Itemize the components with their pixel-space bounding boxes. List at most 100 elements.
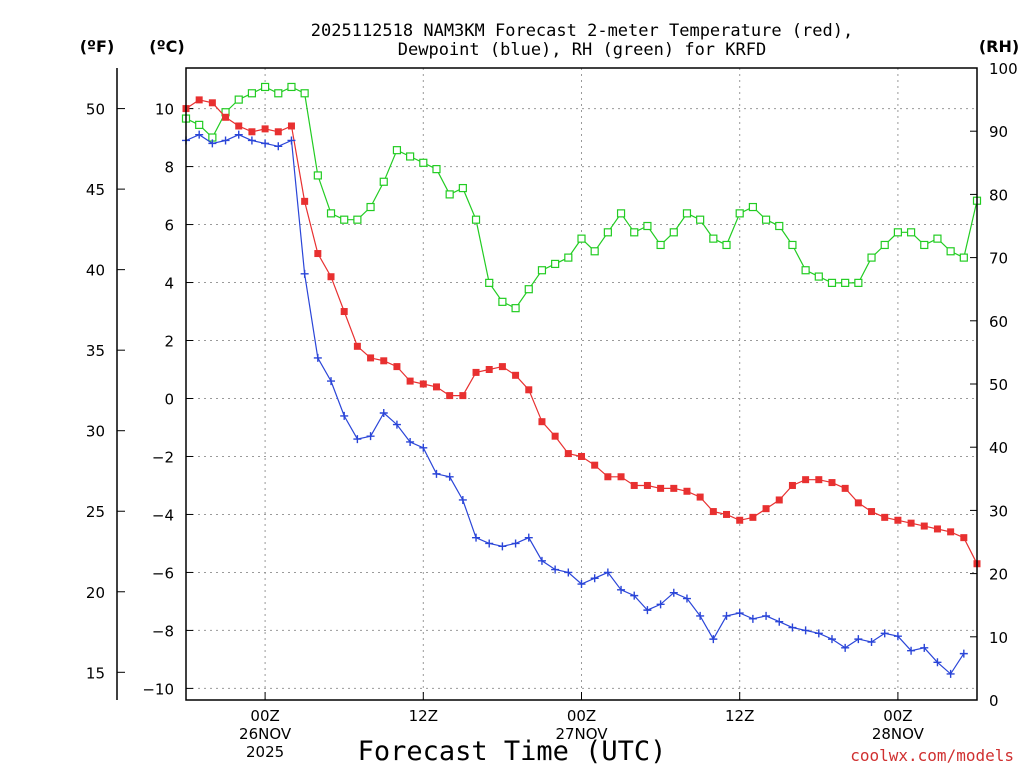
temperature-point	[696, 493, 704, 501]
rh-point	[814, 272, 823, 281]
time-tick-label: 00Z	[883, 707, 912, 725]
temperature-point	[261, 125, 269, 133]
temperature-point	[894, 516, 902, 524]
temperature-point	[485, 366, 493, 374]
series-1	[182, 130, 968, 678]
dewpoint-point	[353, 435, 362, 444]
x-axis-label: Forecast Time (UTC)	[358, 736, 667, 767]
series-2	[181, 82, 982, 313]
temperature-point	[670, 484, 678, 492]
dewpoint-point	[221, 136, 230, 145]
dewpoint-point	[537, 556, 546, 565]
rh-point	[656, 240, 665, 250]
temperature-point	[432, 383, 440, 391]
fahrenheit-tick-label: 45	[86, 181, 105, 199]
dewpoint-point	[379, 408, 388, 417]
rh-point	[827, 278, 837, 287]
dewpoint-point	[788, 623, 797, 632]
celsius-tick-label: 4	[164, 275, 174, 293]
rh-point	[630, 228, 639, 237]
temperature-point	[815, 476, 823, 484]
dewpoint-point	[498, 542, 507, 551]
rh-point	[669, 228, 678, 237]
dewpoint-point	[907, 646, 916, 655]
dewpoint-point	[827, 635, 836, 644]
temperature-point	[933, 525, 941, 533]
rh-point	[933, 234, 942, 243]
data-series	[181, 82, 982, 678]
temperature-point	[340, 308, 348, 316]
temperature-point	[551, 432, 559, 440]
dewpoint-point	[656, 600, 665, 609]
rh-tick-label: 0	[989, 692, 999, 710]
temperature-point	[881, 513, 889, 521]
time-tick-label: 2025	[246, 743, 284, 761]
temperature-point	[723, 510, 731, 518]
temperature-point	[327, 273, 335, 281]
dewpoint-point	[762, 611, 771, 620]
dewpoint-point	[392, 420, 401, 429]
fahrenheit-axis: 15 20 25 30 35 40 45 50	[86, 68, 125, 700]
dewpoint-point	[709, 635, 718, 644]
rh-point	[748, 202, 757, 212]
dewpoint-point	[247, 136, 256, 145]
dewpoint-point	[880, 629, 889, 638]
rh-point	[366, 202, 375, 212]
temperature-point	[604, 473, 612, 481]
celsius-tick-label: −4	[152, 506, 174, 524]
rh-point	[353, 215, 362, 224]
temperature-point	[788, 481, 796, 489]
rh-point	[696, 215, 705, 224]
credit-label: coolwx.com/models	[850, 746, 1014, 765]
celsius-tick-label: 8	[164, 159, 174, 177]
temperature-point	[841, 484, 849, 492]
dewpoint-point	[603, 568, 612, 577]
fahrenheit-tick-label: 15	[86, 664, 105, 682]
rh-point	[590, 247, 599, 256]
dewpoint-point	[577, 580, 586, 589]
dewpoint-point	[300, 269, 309, 278]
dewpoint-point	[841, 643, 850, 652]
rh-point	[406, 152, 415, 161]
temperature-point	[538, 418, 546, 426]
fahrenheit-tick-label: 35	[86, 342, 105, 360]
rh-point	[761, 215, 771, 224]
time-tick-label: 00Z	[250, 707, 279, 725]
dewpoint-point	[735, 609, 744, 618]
temperature-point	[920, 522, 928, 530]
time-tick-label: 12Z	[725, 707, 754, 725]
fahrenheit-tick-label: 50	[86, 101, 105, 119]
dewpoint-point	[643, 606, 652, 615]
dewpoint-point	[814, 629, 823, 638]
rh-unit-label: (RH)	[979, 37, 1019, 56]
temperature-point	[617, 473, 625, 481]
temperature-point	[749, 513, 757, 521]
temperature-point	[762, 505, 770, 513]
temperature-point	[775, 496, 783, 504]
dewpoint-point	[669, 588, 678, 597]
fahrenheit-tick-label: 25	[86, 503, 105, 521]
rh-point	[788, 240, 797, 250]
rh-tick-label: 50	[989, 376, 1008, 394]
dewpoint-point	[617, 585, 626, 594]
dewpoint-point	[590, 574, 599, 583]
dewpoint-point	[682, 594, 691, 603]
dewpoint-point	[340, 411, 349, 420]
dewpoint-point	[472, 533, 481, 542]
dewpoint-point	[893, 632, 902, 641]
rh-point	[735, 209, 744, 218]
rh-point	[419, 158, 428, 167]
temperature-point	[419, 380, 427, 388]
temperature-point	[960, 534, 968, 542]
rh-point	[854, 278, 863, 287]
temperature-point	[248, 128, 256, 136]
rh-point	[432, 165, 441, 174]
rh-tick-label: 30	[989, 502, 1008, 520]
rh-point	[524, 285, 533, 294]
rh-tick-label: 100	[989, 60, 1018, 78]
rh-point	[946, 247, 955, 256]
dewpoint-point	[234, 130, 243, 139]
dewpoint-point	[854, 635, 863, 644]
rh-tick-label: 20	[989, 566, 1008, 584]
